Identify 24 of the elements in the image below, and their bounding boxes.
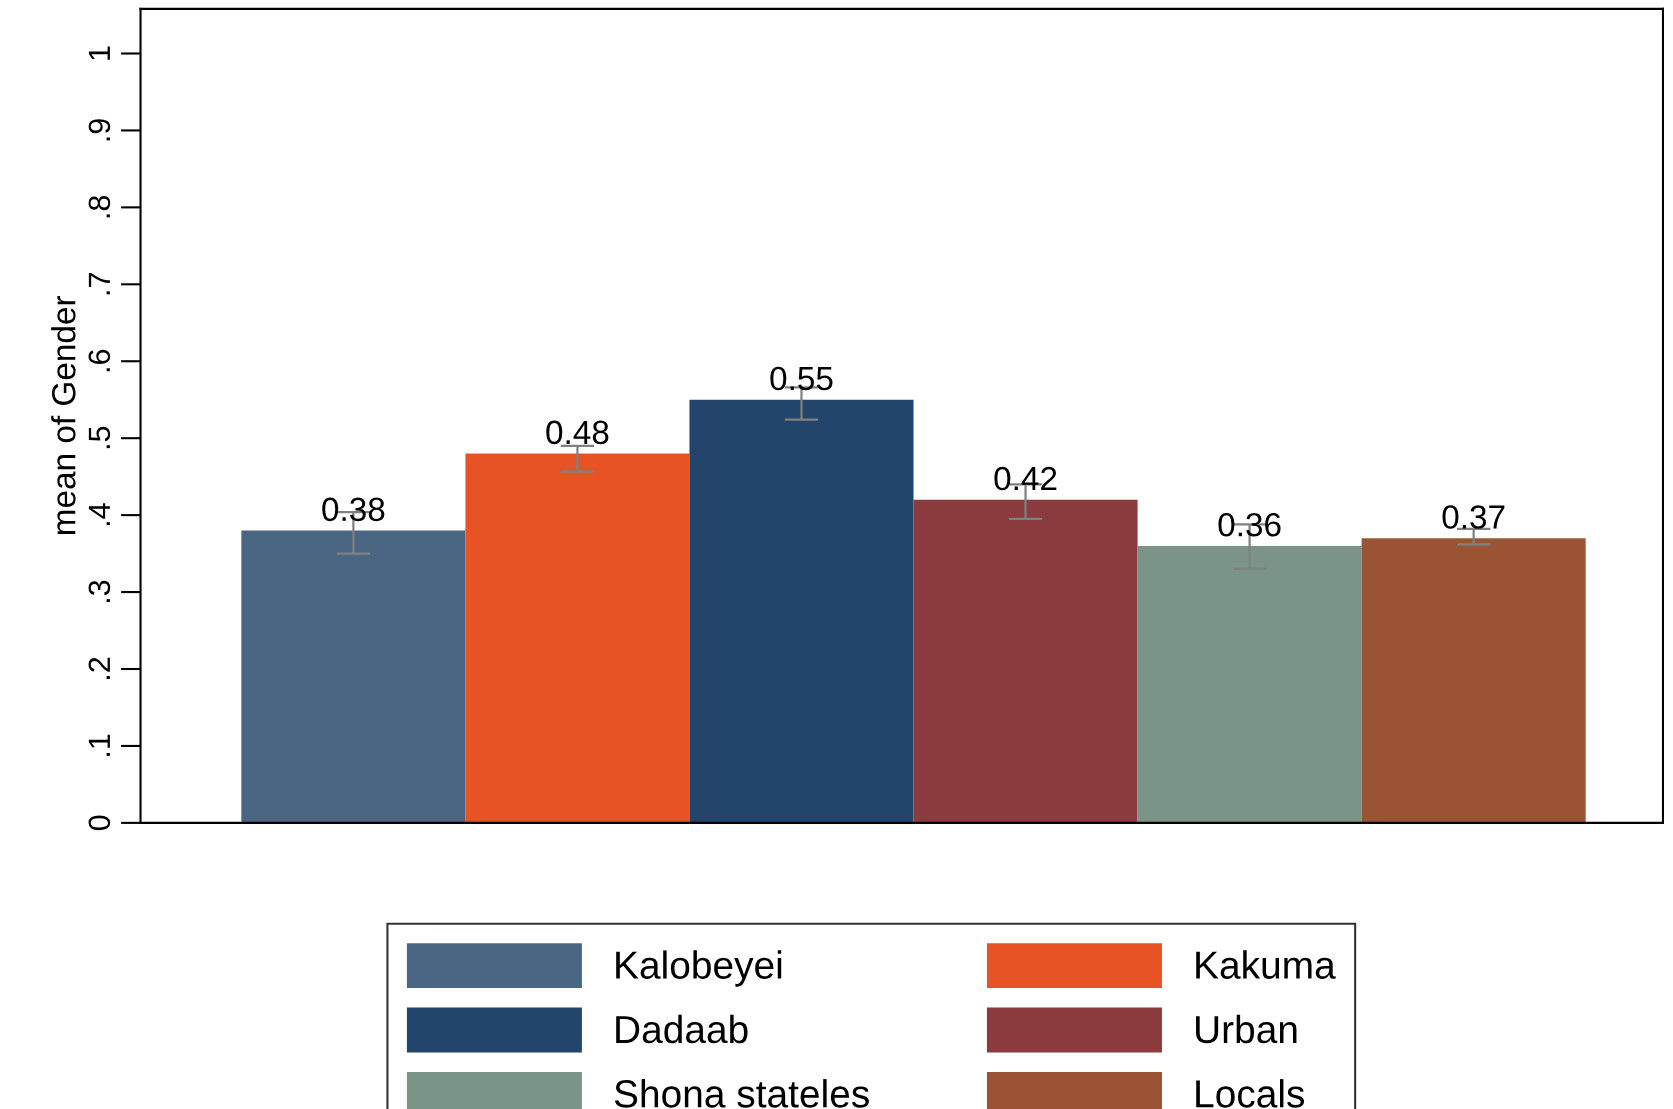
legend-label: Kakuma — [1196, 950, 1336, 979]
legend-label: Urban — [1196, 1014, 1297, 1044]
y-tick-label: 0 — [88, 815, 111, 831]
legend-label: Locals — [1196, 1079, 1305, 1108]
y-tick-label: .6 — [88, 349, 111, 372]
data-label: 0.38 — [322, 497, 385, 522]
data-label: 0.37 — [1442, 505, 1505, 529]
y-tick-label: .9 — [88, 119, 111, 141]
y-axis-title: mean of Gender — [51, 295, 76, 535]
data-label: 0.36 — [1218, 512, 1281, 537]
y-tick-label: .2 — [88, 657, 110, 679]
data-label: 0.55 — [770, 366, 833, 391]
data-label: 0.48 — [546, 420, 609, 445]
data-label: 0.42 — [994, 466, 1057, 491]
legend-label: Shona stateles — [614, 1079, 869, 1108]
y-tick-label: .4 — [88, 503, 110, 526]
y-tick-label: 1 — [88, 46, 110, 60]
legend-label: Kalobeyei — [616, 950, 782, 987]
legend-label: Dadaab — [616, 1014, 748, 1044]
y-tick-label: .1 — [88, 734, 110, 756]
y-tick-label: .7 — [88, 273, 110, 295]
y-tick-label: .8 — [88, 195, 111, 218]
y-tick-label: .5 — [88, 426, 111, 449]
y-tick-label: .3 — [88, 580, 111, 603]
